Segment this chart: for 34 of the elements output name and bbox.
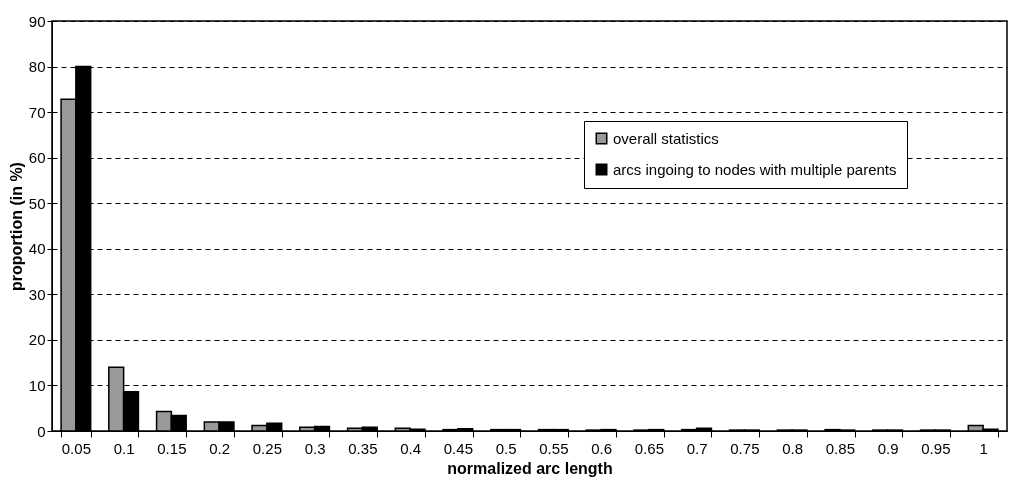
x-tick-label: 0.7 xyxy=(686,439,708,457)
x-tick-label: 0.6 xyxy=(591,439,613,457)
y-tick-label: 30 xyxy=(28,285,46,303)
x-tick-label: 0.55 xyxy=(539,439,569,457)
y-tick-label: 80 xyxy=(28,58,46,76)
x-tick-label: 0.3 xyxy=(304,439,326,457)
x-axis-title: normalized arc length xyxy=(447,459,613,477)
x-tick-label: 0.35 xyxy=(348,439,378,457)
y-tick-label: 20 xyxy=(28,331,46,349)
x-tick-label: 0.15 xyxy=(157,439,187,457)
y-tick-label: 70 xyxy=(28,103,46,121)
y-tick-label: 40 xyxy=(28,240,46,258)
x-tick-label: 0.1 xyxy=(113,439,135,457)
x-tick-label: 0.85 xyxy=(825,439,855,457)
x-tick-label: 0.95 xyxy=(921,439,951,457)
x-tick-label: 0.75 xyxy=(730,439,760,457)
x-tick-label: 0.25 xyxy=(252,439,282,457)
y-tick-label: 60 xyxy=(28,149,46,167)
y-tick-label: 0 xyxy=(37,422,46,440)
x-tick-label: 0.4 xyxy=(400,439,422,457)
y-tick-label: 50 xyxy=(28,194,46,212)
y-tick-label: 10 xyxy=(28,376,46,394)
y-tick-label: 90 xyxy=(28,12,46,30)
x-tick-label: 0.2 xyxy=(209,439,231,457)
x-tick-label: 0.05 xyxy=(61,439,91,457)
legend-label: overall statistics xyxy=(613,129,719,147)
x-tick-label: 1 xyxy=(979,439,988,457)
x-tick-label: 0.65 xyxy=(634,439,664,457)
x-tick-label: 0.9 xyxy=(877,439,899,457)
y-axis-title: proportion (in %) xyxy=(7,162,25,291)
x-tick-label: 0.5 xyxy=(495,439,517,457)
x-tick-label: 0.45 xyxy=(443,439,473,457)
x-tick-label: 0.8 xyxy=(782,439,804,457)
legend-label: arcs ingoing to nodes with multiple parents xyxy=(613,160,897,178)
